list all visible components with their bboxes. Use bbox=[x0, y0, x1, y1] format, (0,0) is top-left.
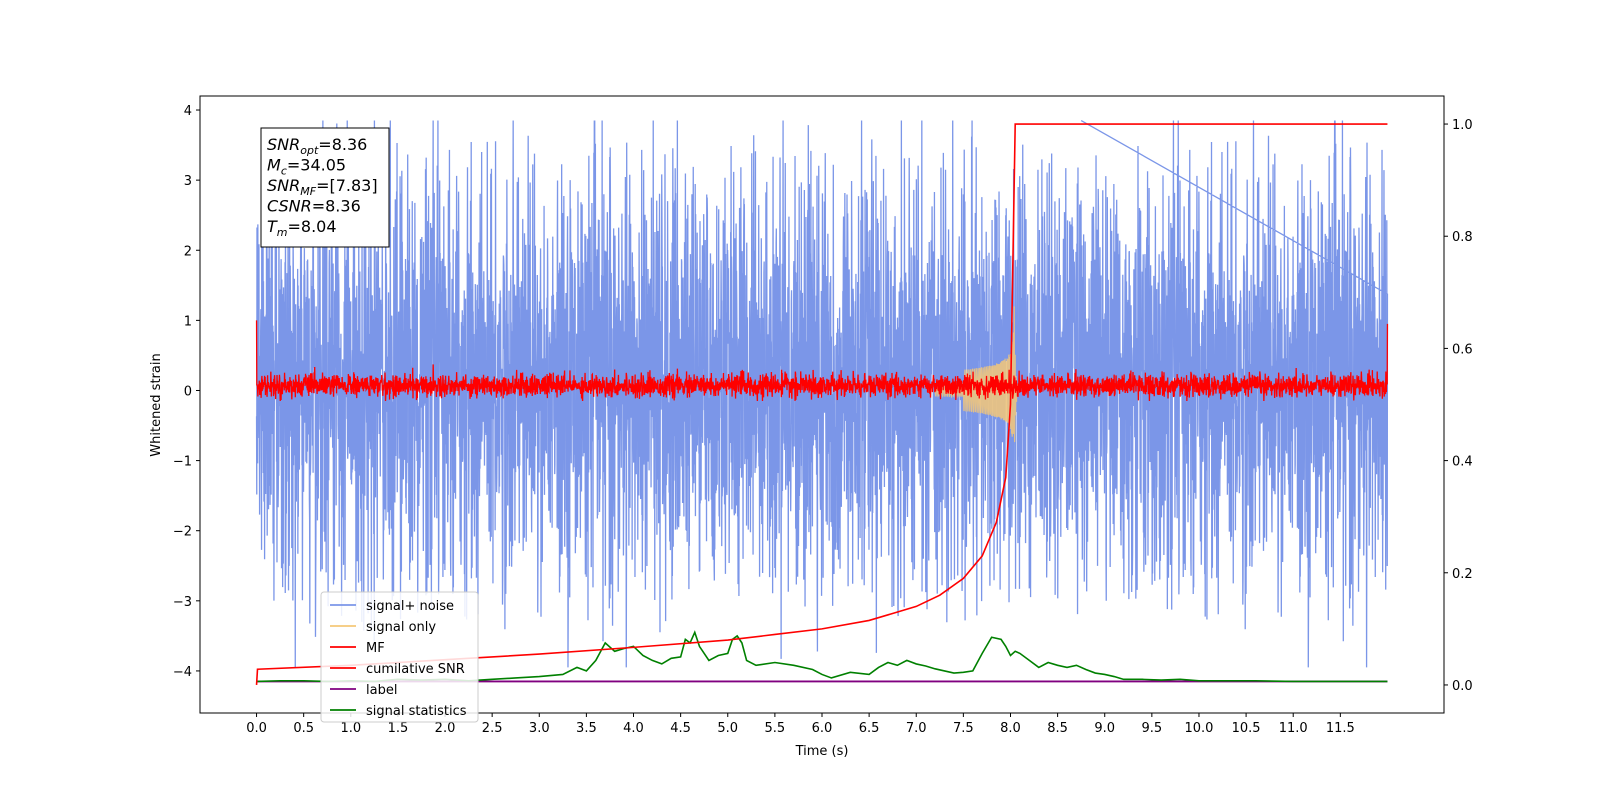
y-tick-label: 3 bbox=[184, 174, 192, 189]
y-tick-label: 2 bbox=[184, 244, 192, 259]
y2-tick-label: 0.8 bbox=[1452, 230, 1473, 245]
annotation-variable: CSNR bbox=[267, 197, 312, 216]
annotation-subscript: MF bbox=[300, 185, 316, 198]
x-tick-label: 6.5 bbox=[859, 721, 880, 736]
x-tick-label: 2.5 bbox=[482, 721, 503, 736]
x-tick-label: 11.5 bbox=[1326, 721, 1355, 736]
x-tick-label: 4.5 bbox=[670, 721, 691, 736]
legend-label: MF bbox=[366, 641, 385, 656]
annotation-line: Mc=34.05 bbox=[267, 156, 346, 178]
annotation-lines: SNRopt=8.36Mc=34.05SNRMF=[7.83]CSNR=8.36… bbox=[267, 135, 378, 239]
annotation-value: =8.04 bbox=[288, 217, 337, 236]
y-tick-label: −2 bbox=[173, 525, 192, 540]
annotation-line: SNRopt=8.36 bbox=[267, 135, 367, 157]
series-signal-only-line bbox=[934, 306, 1021, 443]
y-axis-left: 4 3 2 1 0 −1 −2 −3 −4 bbox=[173, 104, 200, 680]
annotation-variable: M bbox=[267, 156, 281, 175]
x-tick-label: 0.5 bbox=[293, 721, 314, 736]
x-tick-label: 10.0 bbox=[1184, 721, 1213, 736]
y-axis-right: 1.0 0.8 0.6 0.4 0.2 0.0 bbox=[1444, 118, 1473, 694]
x-tick-label: 3.0 bbox=[529, 721, 550, 736]
x-tick-label: 4.0 bbox=[623, 721, 644, 736]
x-tick-label: 1.5 bbox=[388, 721, 409, 736]
series-signal-statistics-line bbox=[256, 630, 1388, 683]
y2-tick-label: 0.2 bbox=[1452, 567, 1473, 582]
x-tick-label: 11.0 bbox=[1279, 721, 1308, 736]
annotation-variable: T bbox=[267, 217, 278, 236]
legend-items: signal+ noise signal only MF cumilative SNR… bbox=[330, 599, 467, 719]
y-tick-label: 4 bbox=[184, 104, 192, 119]
snr-annotation-box: SNRopt=8.36Mc=34.05SNRMF=[7.83]CSNR=8.36… bbox=[260, 127, 390, 248]
series-signal-noise-line bbox=[255, 119, 1389, 668]
annotation-value: =8.36 bbox=[312, 197, 361, 216]
x-tick-label: 3.5 bbox=[576, 721, 597, 736]
annotation-value: =[7.83] bbox=[316, 176, 378, 195]
y2-tick-label: 0.4 bbox=[1452, 455, 1473, 470]
y-tick-label: −1 bbox=[173, 455, 192, 470]
x-tick-label: 2.0 bbox=[435, 721, 456, 736]
annotation-subscript: m bbox=[277, 226, 288, 239]
x-tick-label: 7.5 bbox=[953, 721, 974, 736]
x-tick-label: 0.0 bbox=[246, 721, 267, 736]
y-tick-label: −3 bbox=[173, 595, 192, 610]
x-tick-label: 9.0 bbox=[1094, 721, 1115, 736]
x-tick-label: 8.5 bbox=[1047, 721, 1068, 736]
annotation-line: CSNR=8.36 bbox=[267, 197, 361, 216]
series-mf-line bbox=[255, 320, 1389, 402]
x-tick-label: 10.5 bbox=[1232, 721, 1261, 736]
x-tick-label: 7.0 bbox=[906, 721, 927, 736]
legend-label: signal only bbox=[366, 620, 436, 635]
annotation-variable: SNR bbox=[267, 135, 300, 154]
legend-frame bbox=[320, 591, 479, 723]
y2-tick-label: 0.0 bbox=[1452, 679, 1473, 694]
annotation-frame bbox=[260, 127, 390, 248]
annotation-value: =8.36 bbox=[318, 135, 367, 154]
y-tick-label: −4 bbox=[173, 665, 192, 680]
annotation-line: Tm=8.04 bbox=[267, 217, 337, 239]
legend: signal+ noise signal only MF cumilative SNR… bbox=[320, 591, 479, 723]
annotation-subscript: opt bbox=[300, 144, 319, 157]
y2-tick-label: 0.6 bbox=[1452, 342, 1473, 357]
x-tick-label: 5.5 bbox=[765, 721, 786, 736]
legend-label: label bbox=[366, 683, 397, 698]
x-axis: 0.0 0.5 1.0 1.5 2.0 2.5 3.0 3.5 4.0 4.5 5.0 5.5 6.0 6… bbox=[246, 713, 1355, 736]
annotation-variable: SNR bbox=[267, 176, 300, 195]
x-tick-label: 6.0 bbox=[812, 721, 833, 736]
annotation-subscript: c bbox=[281, 165, 287, 178]
x-axis-label: Time (s) bbox=[795, 744, 849, 759]
y-axis-label: Whitened strain bbox=[149, 353, 164, 456]
y-tick-label: 1 bbox=[184, 314, 192, 329]
x-tick-label: 1.0 bbox=[340, 721, 361, 736]
legend-label: cumilative SNR bbox=[366, 662, 465, 677]
x-tick-label: 5.0 bbox=[717, 721, 738, 736]
legend-label: signal+ noise bbox=[366, 599, 454, 614]
legend-label: signal statistics bbox=[366, 704, 467, 719]
x-tick-label: 8.0 bbox=[1000, 721, 1021, 736]
y-tick-label: 0 bbox=[184, 384, 192, 399]
y2-tick-label: 1.0 bbox=[1452, 118, 1473, 133]
annotation-value: =34.05 bbox=[287, 156, 346, 175]
x-tick-label: 9.5 bbox=[1142, 721, 1163, 736]
annotation-line: SNRMF=[7.83] bbox=[267, 176, 378, 198]
